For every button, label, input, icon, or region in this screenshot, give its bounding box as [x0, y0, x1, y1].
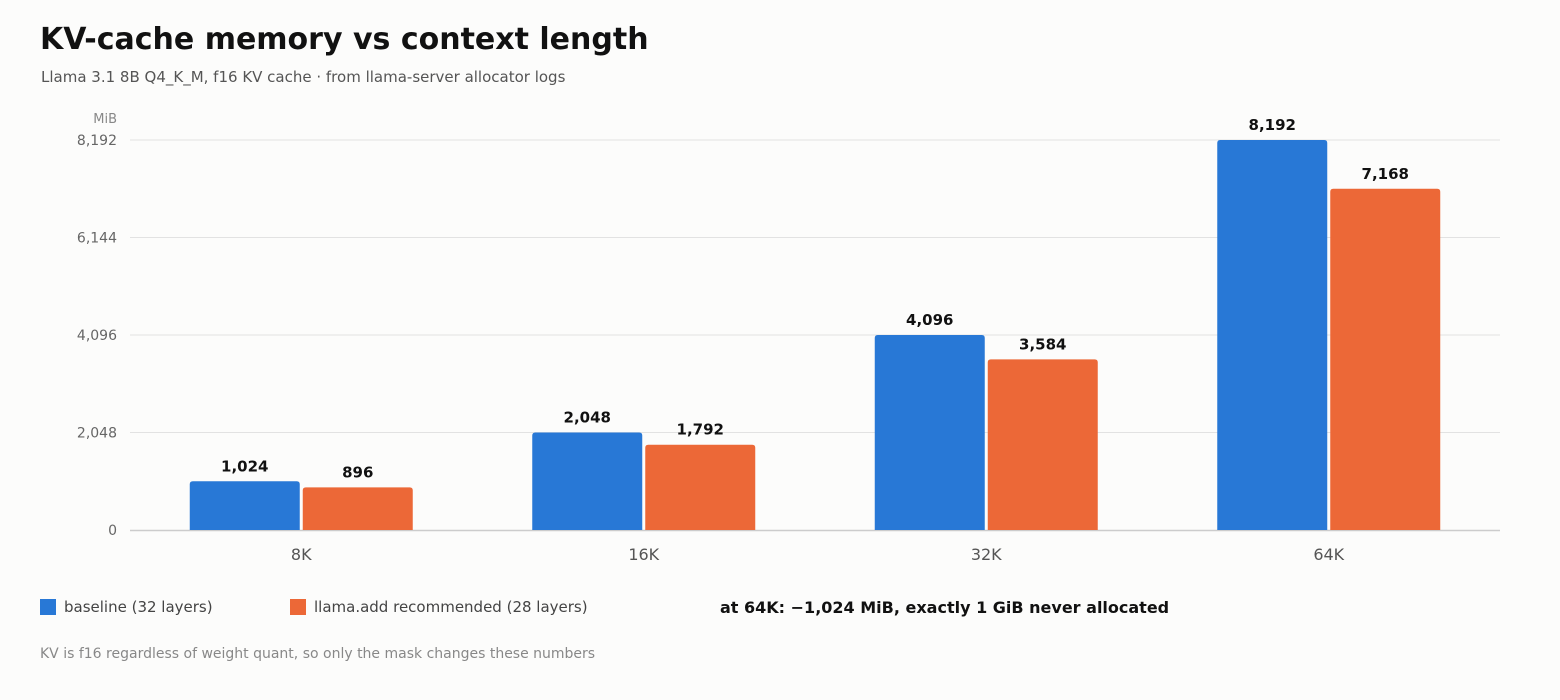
legend-swatch-baseline [40, 599, 56, 615]
chart-annotation: at 64K: −1,024 MiB, exactly 1 GiB never … [720, 598, 1170, 617]
bar-value-label: 896 [342, 463, 373, 481]
bar-baseline-16K [532, 432, 643, 530]
chart-subtitle: Llama 3.1 8B Q4_K_M, f16 KV cache · from… [41, 68, 566, 86]
x-tick-label: 32K [971, 545, 1002, 564]
y-axis-unit-label: MiB [93, 112, 117, 127]
bar-value-label: 3,584 [1019, 335, 1066, 353]
legend-item-recommended: llama.add recommended (28 layers) [290, 598, 588, 616]
x-tick-label: 64K [1313, 545, 1344, 564]
bar-value-label: 4,096 [906, 311, 953, 329]
y-tick-label: 8,192 [77, 133, 117, 149]
legend-label-recommended: llama.add recommended (28 layers) [314, 598, 588, 616]
bar-recommended-16K [645, 444, 756, 530]
bar-value-label: 1,792 [677, 421, 724, 439]
bar-baseline-8K [189, 481, 300, 530]
legend-item-baseline: baseline (32 layers) [40, 598, 213, 616]
bar-value-label: 8,192 [1249, 116, 1296, 134]
bar-recommended-64K [1330, 188, 1441, 530]
bar-recommended-8K [302, 487, 413, 530]
bar-recommended-32K [987, 359, 1098, 530]
y-tick-label: 0 [108, 523, 117, 539]
legend-label-baseline: baseline (32 layers) [64, 598, 213, 616]
y-tick-label: 2,048 [77, 426, 117, 442]
bar-value-label: 7,168 [1362, 165, 1409, 183]
bar-baseline-64K [1217, 140, 1328, 530]
legend-swatch-recommended [290, 599, 306, 615]
bar-value-label: 2,048 [564, 409, 611, 427]
chart-title: KV-cache memory vs context length [40, 22, 649, 57]
x-tick-label: 8K [291, 545, 312, 564]
bar-baseline-32K [874, 335, 985, 530]
chart-footnote: KV is f16 regardless of weight quant, so… [40, 646, 596, 662]
x-tick-label: 16K [628, 545, 659, 564]
bar-value-label: 1,024 [221, 457, 268, 475]
y-tick-label: 4,096 [77, 328, 117, 344]
y-tick-label: 6,144 [77, 231, 117, 247]
